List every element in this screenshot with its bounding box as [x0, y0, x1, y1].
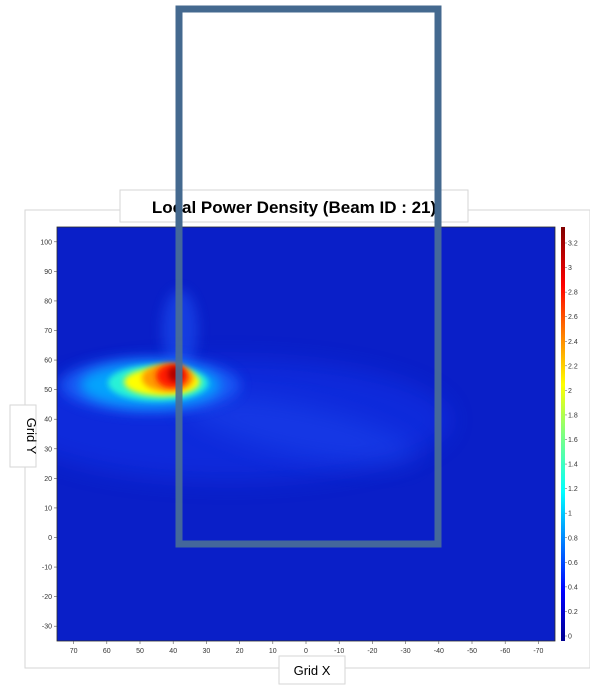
colorbar-tick-label: 2.4 — [568, 339, 578, 346]
y-axis-label-box — [9, 404, 37, 468]
colorbar-tick-label: 1.2 — [568, 486, 578, 493]
colorbar-tick-label: 2.6 — [568, 314, 578, 321]
x-tick-label: 50 — [136, 648, 144, 655]
y-tick-label: -30 — [42, 624, 52, 631]
x-tick-label: 20 — [236, 648, 244, 655]
x-axis-ticks: 70 60 50 40 30 20 10 0 -10 -20 -30 -40 -50 -60 -70 — [70, 641, 544, 655]
x-tick-label: -30 — [401, 648, 411, 655]
y-tick-label: 40 — [44, 417, 52, 424]
colorbar-tick-label: 1.6 — [568, 437, 578, 444]
y-tick-label: -10 — [42, 565, 52, 572]
colorbar-tick-label: 1.4 — [568, 462, 578, 469]
x-tick-label: 30 — [203, 648, 211, 655]
y-tick-label: 30 — [44, 446, 52, 453]
colorbar-tick-label: 2 — [568, 388, 572, 395]
y-tick-label: 50 — [44, 387, 52, 394]
x-tick-label: -10 — [334, 648, 344, 655]
chart-title: Local Power Density (Beam ID : 21) — [152, 198, 436, 217]
x-tick-label: -20 — [367, 648, 377, 655]
colorbar-tick-label: 2.8 — [568, 290, 578, 297]
x-tick-label: 40 — [169, 648, 177, 655]
x-tick-label: 60 — [103, 648, 111, 655]
y-tick-label: 100 — [40, 239, 52, 246]
x-tick-label: -50 — [467, 648, 477, 655]
y-tick-label: 70 — [44, 328, 52, 335]
x-axis-label-box — [278, 655, 346, 685]
overlay-rectangle-inner — [175, 227, 442, 548]
y-tick-label: 20 — [44, 476, 52, 483]
colorbar-tick-label: 1.8 — [568, 412, 578, 419]
x-tick-label: -60 — [500, 648, 510, 655]
colorbar-tick-label: 3 — [568, 265, 572, 272]
colorbar — [561, 227, 565, 641]
y-tick-label: 0 — [48, 535, 52, 542]
colorbar-ticks: 3.2 3 2.8 2.6 2.4 2.2 2 1.8 1.6 1.4 1.2 1 0.8 0.6 0.4 0… — [565, 241, 578, 641]
x-tick-label: -40 — [434, 648, 444, 655]
x-axis-label: Grid X — [294, 663, 331, 678]
y-tick-label: -20 — [42, 594, 52, 601]
colorbar-tick-label: 3.2 — [568, 241, 578, 248]
colorbar-tick-label: 0.4 — [568, 584, 578, 591]
colorbar-tick-label: 0.2 — [568, 609, 578, 616]
y-axis-label: Grid Y — [24, 418, 39, 455]
y-tick-label: 80 — [44, 298, 52, 305]
colorbar-tick-label: 2.2 — [568, 363, 578, 370]
y-tick-label: 10 — [44, 505, 52, 512]
x-tick-label: 10 — [269, 648, 277, 655]
colorbar-tick-label: 0.8 — [568, 535, 578, 542]
colorbar-tick-label: 1 — [568, 511, 572, 518]
colorbar-tick-label: 0 — [568, 634, 572, 641]
overlay-rectangle — [175, 5, 442, 227]
y-tick-label: 60 — [44, 358, 52, 365]
x-tick-label: -70 — [533, 648, 543, 655]
colorbar-tick-label: 0.6 — [568, 560, 578, 567]
y-tick-label: 90 — [44, 269, 52, 276]
x-tick-label: 0 — [304, 648, 308, 655]
x-tick-label: 70 — [70, 648, 78, 655]
